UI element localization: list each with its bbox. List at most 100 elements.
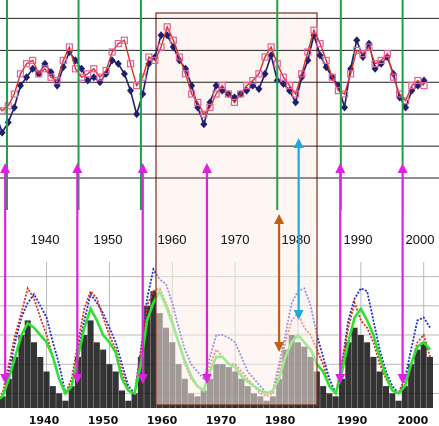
black-bar xyxy=(81,335,88,408)
pink-series-point xyxy=(347,70,355,78)
navy-series-point xyxy=(90,73,98,82)
magenta-arrow-4-head-up xyxy=(335,163,346,173)
black-bar xyxy=(427,356,433,408)
black-bar xyxy=(144,305,151,408)
black-bar xyxy=(364,342,371,408)
bottom-tick-1960: 1960 xyxy=(147,414,178,426)
black-bar xyxy=(137,356,144,408)
top-x-axis: 1940 1950 1960 1970 1980 1990 2000 xyxy=(31,232,435,247)
pink-series-point xyxy=(292,90,300,98)
cyan-arrow-head-down xyxy=(293,310,304,320)
pink-series-point xyxy=(188,90,196,98)
black-bar xyxy=(339,378,345,408)
black-bar xyxy=(62,400,69,408)
black-bar xyxy=(37,356,44,408)
top-tick-2000: 2000 xyxy=(406,232,435,247)
magenta-arrow-4-head-down xyxy=(335,374,346,384)
magenta-arrow-1-head-down xyxy=(72,374,83,384)
pink-series-point xyxy=(365,43,373,51)
black-bar xyxy=(87,320,94,408)
navy-series-point xyxy=(4,118,12,127)
pink-series-point xyxy=(120,36,129,44)
pink-series-line xyxy=(0,24,425,116)
black-bar xyxy=(93,342,100,408)
pink-series-point xyxy=(102,66,110,75)
pink-series-point xyxy=(53,76,61,85)
black-bar xyxy=(131,393,138,408)
navy-series-point xyxy=(261,69,269,78)
pink-series-point xyxy=(236,90,245,98)
black-bar xyxy=(320,386,327,408)
black-bar xyxy=(106,364,113,408)
black-bar xyxy=(5,378,12,408)
navy-series-point xyxy=(279,79,287,88)
top-tick-1980: 1980 xyxy=(282,232,311,247)
pink-series-point xyxy=(108,48,116,56)
pink-series-point xyxy=(200,110,208,118)
pink-series-point xyxy=(41,65,49,73)
black-bar xyxy=(408,364,415,408)
pink-series-point xyxy=(59,56,67,65)
pink-series-point xyxy=(298,70,306,78)
pink-series-point xyxy=(139,73,147,81)
bottom-tick-1940: 1940 xyxy=(29,414,60,426)
cyan-arrow-head-up xyxy=(293,138,304,148)
magenta-arrow-5-head-up xyxy=(397,163,408,173)
black-bar xyxy=(49,386,56,408)
black-bar xyxy=(150,291,157,408)
black-bar xyxy=(357,335,364,408)
magenta-arrow-0-head-down xyxy=(0,374,11,384)
pink-series-point xyxy=(90,65,98,73)
top-tick-1970: 1970 xyxy=(221,232,250,247)
pink-series-point xyxy=(224,90,232,98)
magenta-arrow-0-head-up xyxy=(0,163,11,173)
pink-series-point xyxy=(267,43,275,51)
pink-series-point xyxy=(279,73,287,81)
pink-series-point xyxy=(383,50,391,58)
top-series xyxy=(0,23,428,137)
pink-series-point xyxy=(163,23,171,31)
navy-series-point xyxy=(341,103,349,112)
magenta-arrow-2-head-down xyxy=(137,374,148,384)
pink-series-point xyxy=(10,90,18,98)
magenta-arrow-5-head-down xyxy=(397,374,408,384)
navy-series-point xyxy=(402,103,410,112)
bottom-tick-1970: 1970 xyxy=(206,414,237,426)
pink-series-point xyxy=(126,60,135,68)
pink-series-point xyxy=(96,73,104,81)
black-bar xyxy=(351,327,358,408)
navy-series-point xyxy=(200,120,208,129)
pink-series-point xyxy=(310,26,318,34)
black-bar xyxy=(376,371,383,408)
navy-series-point xyxy=(0,128,6,137)
black-bar xyxy=(395,400,402,408)
pink-series-point xyxy=(169,36,177,44)
pink-series-point xyxy=(29,56,37,65)
black-bar xyxy=(383,386,389,408)
black-bar xyxy=(112,371,119,408)
top-tick-1950: 1950 xyxy=(94,232,123,247)
orange-arrow-head-down xyxy=(274,342,285,352)
black-bar xyxy=(125,400,132,408)
black-bar xyxy=(420,342,427,408)
navy-series-point xyxy=(127,86,135,95)
pink-series-point xyxy=(84,70,92,78)
black-bar xyxy=(370,356,377,408)
bottom-tick-1980: 1980 xyxy=(265,414,296,426)
pink-series-point xyxy=(151,56,159,65)
bottom-tick-2000: 2000 xyxy=(398,414,429,426)
navy-series-point xyxy=(353,36,361,45)
black-bar xyxy=(345,342,352,408)
pink-series-point xyxy=(414,76,422,85)
arrows xyxy=(0,138,408,384)
navy-series-point xyxy=(157,31,165,40)
pink-series-point xyxy=(175,53,184,61)
pink-series-point xyxy=(157,43,165,51)
pink-series-point xyxy=(408,81,416,90)
top-tick-1960: 1960 xyxy=(158,232,187,247)
pink-series-point xyxy=(133,81,141,90)
black-bar xyxy=(389,393,396,408)
pink-series-point xyxy=(16,70,25,78)
black-bar xyxy=(18,335,25,408)
